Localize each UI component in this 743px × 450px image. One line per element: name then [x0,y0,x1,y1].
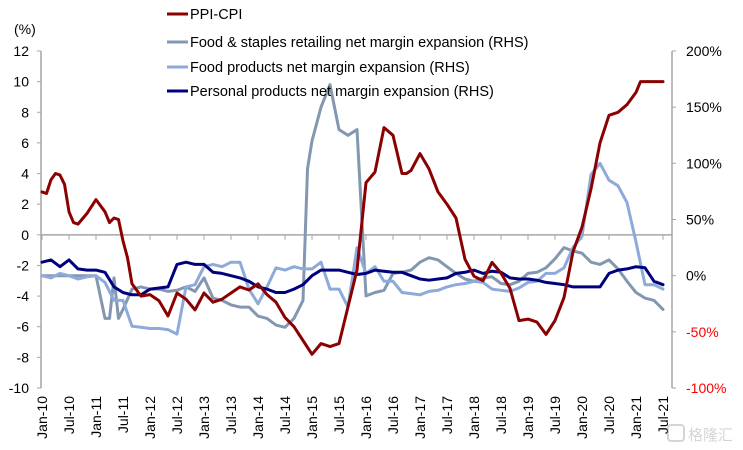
x-axis-tick-label: Jul-10 [61,396,77,434]
x-axis-tick-label: Jan-14 [250,396,266,439]
legend-item-ppi-cpi: PPI-CPI [167,7,242,23]
left-axis-tick-label: 0 [21,227,29,243]
left-axis-tick-label: 6 [21,135,29,151]
x-axis-tick-label: Jan-10 [34,396,50,439]
x-axis-tick-label: Jan-16 [358,396,374,439]
x-axis-tick-label: Jan-21 [628,396,644,439]
left-axis-tick-label: 2 [21,196,29,212]
series-line-ppi-cpi [40,80,665,356]
left-axis-tick-label: 8 [21,104,29,120]
x-axis-tick-label: Jan-13 [196,396,212,439]
right-axis-tick-label: -50% [686,324,719,340]
x-axis-tick-label: Jul-18 [493,396,509,434]
legend: PPI-CPI Food & staples retailing net mar… [167,7,529,100]
right-axis-tick-label: 0% [686,268,706,284]
x-axis-tick-label: Jul-13 [223,396,239,434]
left-axis-tick-label: 12 [13,43,29,59]
left-axis-tick-label: 10 [13,74,29,90]
series-lines [40,80,665,356]
right-axis-tick-label: 100% [686,155,722,171]
watermark-text: 格隆汇 [688,426,733,444]
legend-item-food-products: Food products net margin expansion (RHS) [167,60,470,76]
watermark: 格隆汇 [667,424,733,444]
x-axis-tick-label: Jul-21 [655,396,671,434]
x-axis-tick-label: Jul-12 [169,396,185,434]
series-line-food-products-net-margin-expansion-rhs [40,161,665,336]
left-axis-tick-label: -8 [17,349,30,365]
right-axis: 200% 150% 100% 50% 0% -50% -100% [671,43,726,396]
x-axis-tick-label: Jan-17 [412,396,428,439]
x-axis-tick-label: Jul-20 [601,396,617,434]
left-axis-label: (%) [14,21,36,37]
left-axis-tick-label: -2 [17,257,30,273]
x-axis-tick-label: Jul-15 [331,396,347,434]
x-axis: Jan-10 Jul-10 Jan-11 Jul-11 Jan-12 Jul-12 Jan-… [34,234,672,439]
legend-label-ppi-cpi: PPI-CPI [190,7,242,23]
left-axis-tick-label: -4 [17,288,30,304]
x-axis-tick-label: Jan-18 [466,396,482,439]
series-line-personal-products-net-margin-expansion-rhs [40,258,665,297]
x-axis-tick-label: Jan-15 [304,396,320,439]
left-axis-tick-label: -10 [9,380,29,396]
right-axis-tick-label: -100% [686,380,726,396]
watermark-logo-icon [667,424,685,442]
right-axis-tick-label: 200% [686,43,722,59]
x-axis-tick-label: Jul-11 [115,396,131,433]
left-axis-tick-label: 4 [21,166,29,182]
x-axis-tick-label: Jul-14 [277,396,293,434]
x-axis-tick-label: Jan-11 [88,396,104,438]
x-axis-tick-label: Jul-17 [439,396,455,434]
left-axis-tick-label: -6 [17,319,30,335]
right-axis-tick-label: 150% [686,99,722,115]
right-axis-tick-label: 50% [686,212,714,228]
x-axis-tick-label: Jan-12 [142,396,158,439]
left-axis: 12 10 8 6 4 2 0 -2 -4 -6 -8 -10 [9,43,42,396]
legend-item-personal-products: Personal products net margin expansion (… [167,84,494,100]
x-axis-tick-label: Jul-16 [385,396,401,434]
x-axis-tick-label: Jan-19 [520,396,536,439]
x-axis-tick-label: Jan-20 [574,396,590,439]
legend-label-personal-products: Personal products net margin expansion (… [190,84,494,100]
legend-label-food-products: Food products net margin expansion (RHS) [190,60,470,76]
x-axis-tick-label: Jul-19 [547,396,563,434]
legend-label-food-staples: Food & staples retailing net margin expa… [190,35,529,51]
legend-item-food-staples: Food & staples retailing net margin expa… [167,35,529,51]
